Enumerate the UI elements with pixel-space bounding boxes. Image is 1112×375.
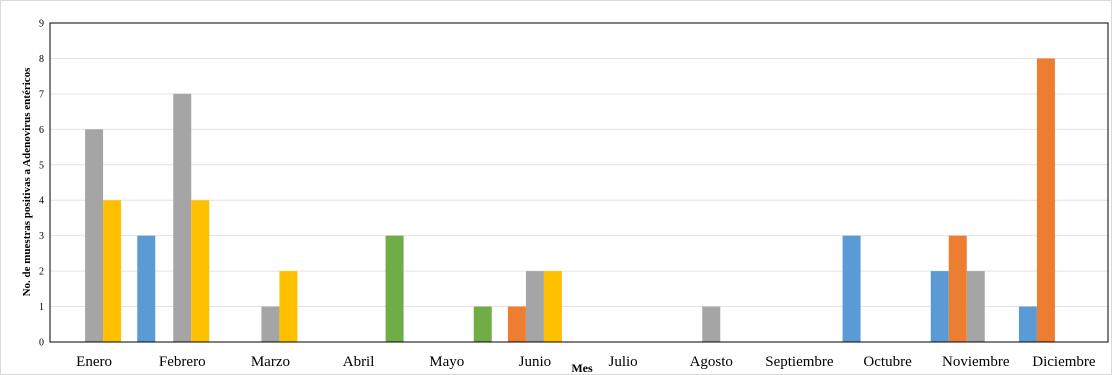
y-axis-title: No. de muestras positivas a Adenovirus e… <box>21 67 33 297</box>
y-tick-label: 8 <box>39 54 44 65</box>
bar <box>1018 306 1037 342</box>
x-category-labels: Enero Febrero Marzo Abril Mayo Junio Julio Agos… <box>76 354 1096 370</box>
x-category-label: Octubre <box>863 354 912 370</box>
y-tick-label: 7 <box>39 89 44 100</box>
y-tick-label: 1 <box>39 302 44 313</box>
y-tick-label: 5 <box>39 160 44 171</box>
y-tick-labels: 0 1 2 3 4 5 6 7 8 9 <box>39 19 44 349</box>
x-category-label: Febrero <box>159 354 206 370</box>
bar <box>261 306 280 342</box>
x-axis-title: Mes <box>571 361 593 375</box>
bar <box>966 271 985 342</box>
bar <box>842 235 861 342</box>
x-category-label: Septiembre <box>765 354 834 370</box>
x-category-label: Junio <box>519 354 552 370</box>
plot-area-frame <box>49 22 1109 343</box>
x-category-label: Abril <box>343 354 375 370</box>
x-category-label: Mayo <box>429 354 464 370</box>
y-tick-label: 4 <box>39 196 44 207</box>
x-category-label: Julio <box>608 354 637 370</box>
bar <box>191 200 210 342</box>
bar <box>137 235 156 342</box>
y-tick-label: 9 <box>39 19 44 30</box>
y-tick-label: 0 <box>39 338 44 349</box>
x-category-label: Diciembre <box>1032 354 1096 370</box>
bar <box>543 271 562 342</box>
bar <box>702 306 721 342</box>
x-category-label: Noviembre <box>942 354 1010 370</box>
bar <box>473 306 492 342</box>
x-category-label: Marzo <box>251 354 290 370</box>
bar <box>1036 58 1055 342</box>
bar <box>173 93 192 342</box>
bar <box>525 271 544 342</box>
bar <box>930 271 949 342</box>
bar <box>385 235 404 342</box>
x-category-label: Enero <box>76 354 112 370</box>
y-tick-label: 2 <box>39 267 44 278</box>
bar <box>948 235 967 342</box>
bar <box>85 129 104 342</box>
bar <box>103 200 122 342</box>
x-category-label: Agosto <box>690 354 733 370</box>
bar <box>507 306 526 342</box>
y-tick-label: 6 <box>39 125 44 136</box>
bars <box>85 58 1055 342</box>
y-tick-label: 3 <box>39 231 44 242</box>
bar <box>279 271 298 342</box>
